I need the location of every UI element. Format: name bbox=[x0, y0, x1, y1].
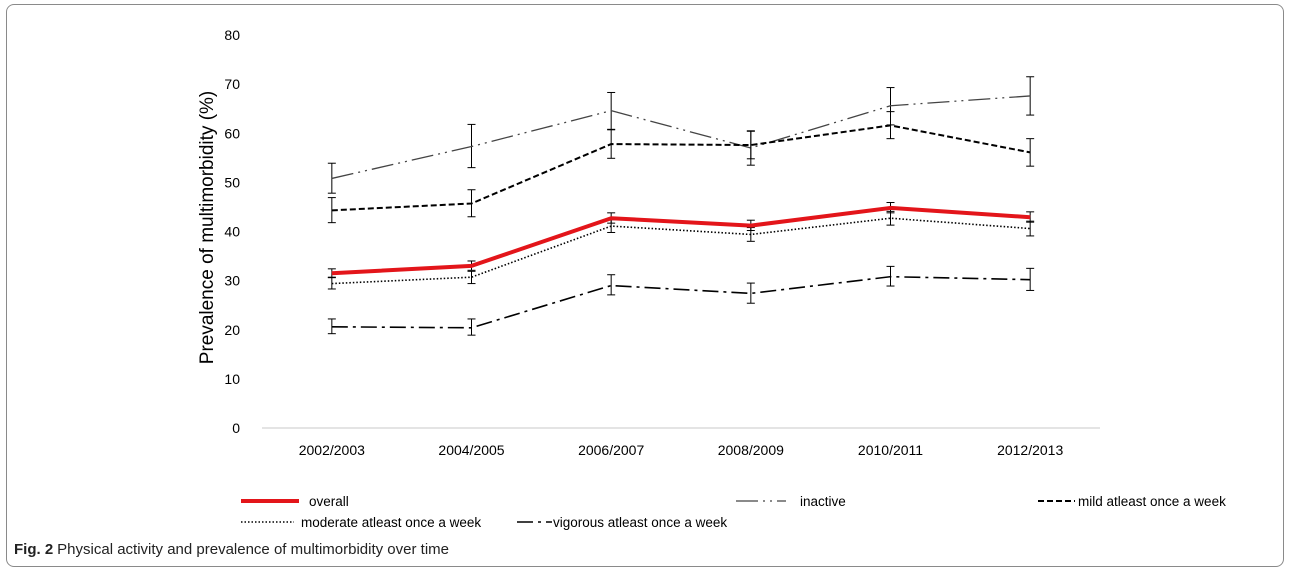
series-line bbox=[331, 217, 1031, 285]
y-tick-label: 70 bbox=[224, 76, 240, 92]
x-tick-label: 2008/2009 bbox=[718, 442, 784, 458]
series-line bbox=[331, 205, 1031, 276]
y-tick-label: 40 bbox=[224, 224, 240, 240]
x-tick-label: 2002/2003 bbox=[299, 442, 365, 458]
series-line bbox=[331, 275, 1031, 329]
legend-label: mild atleast once a week bbox=[1078, 494, 1226, 509]
series-overall bbox=[327, 202, 1035, 278]
legend-item: moderate atleast once a week bbox=[241, 515, 481, 530]
y-tick-label: 60 bbox=[224, 125, 240, 141]
series-mild-atleast-once-a-week bbox=[327, 111, 1035, 224]
y-tick-label: 30 bbox=[224, 273, 240, 289]
series-line bbox=[331, 124, 1031, 212]
x-tick-label: 2010/2011 bbox=[858, 442, 923, 458]
figure-frame bbox=[6, 4, 1284, 567]
series-line bbox=[331, 95, 1031, 180]
series-vigorous-atleast-once-a-week bbox=[327, 265, 1035, 336]
legend-item: overall bbox=[241, 494, 349, 509]
legend-item: mild atleast once a week bbox=[1038, 494, 1226, 509]
legend-label: vigorous atleast once a week bbox=[553, 515, 727, 530]
x-tick-label: 2004/2005 bbox=[438, 442, 504, 458]
figure-caption-text: Physical activity and prevalence of mult… bbox=[57, 541, 449, 558]
y-tick-label: 10 bbox=[224, 371, 240, 387]
y-tick-label: 0 bbox=[232, 420, 240, 436]
figure-label: Fig. 2 bbox=[14, 541, 54, 558]
legend-label: inactive bbox=[800, 494, 846, 509]
y-tick-label: 80 bbox=[224, 27, 240, 43]
y-tick-label: 20 bbox=[224, 322, 240, 338]
legend-label: overall bbox=[309, 494, 349, 509]
y-tick-label: 50 bbox=[224, 174, 240, 190]
figure-caption: Fig. 2 Physical activity and prevalence o… bbox=[14, 541, 449, 558]
legend-item: vigorous atleast once a week bbox=[517, 515, 727, 530]
y-axis-label: Prevalence of multimorbidity (%) bbox=[197, 91, 218, 364]
legend-label: moderate atleast once a week bbox=[301, 515, 481, 530]
x-tick-label: 2012/2013 bbox=[997, 442, 1063, 458]
series-inactive bbox=[327, 76, 1035, 194]
x-tick-label: 2006/2007 bbox=[578, 442, 644, 458]
legend-item: inactive bbox=[736, 494, 846, 509]
